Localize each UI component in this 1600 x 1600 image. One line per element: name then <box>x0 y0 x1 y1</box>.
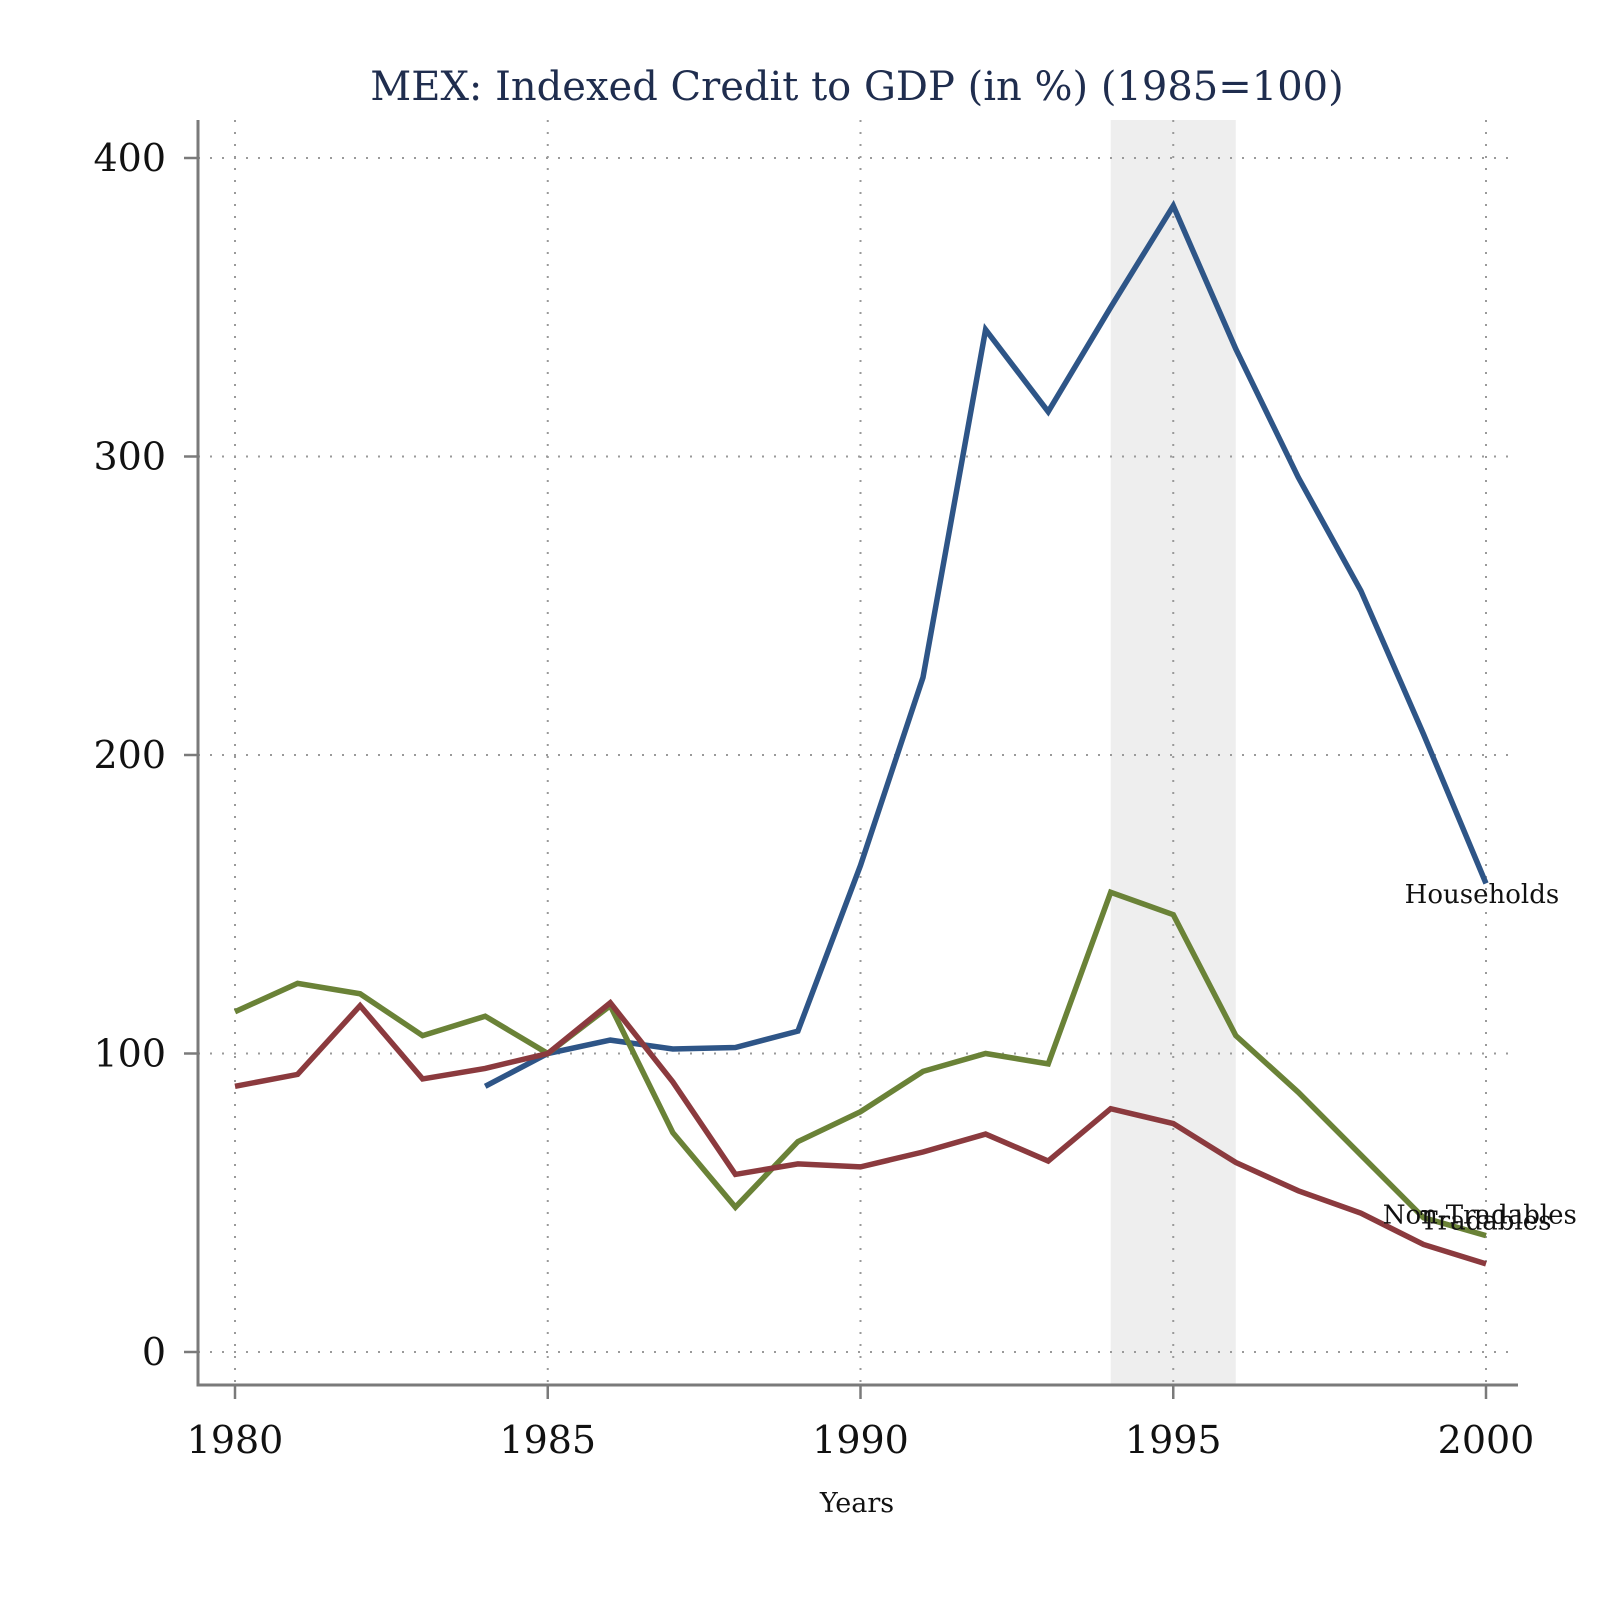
y-tick-label-300: 300 <box>93 435 166 479</box>
shaded-region-layer <box>1110 120 1236 1385</box>
y-tick-label-100: 100 <box>93 1032 166 1076</box>
series-line-households <box>483 199 1489 1089</box>
series-layer <box>233 199 1489 1267</box>
series-label-non-tradables: Non-Tradables <box>1383 1201 1577 1231</box>
series-label-households: Households <box>1405 880 1560 910</box>
x-tick-label-2000: 2000 <box>1438 1418 1535 1462</box>
series-line-non-tradables <box>233 888 1487 1239</box>
axis-layer: 0 100 200 300 400 1980 1985 1990 1995 2000 <box>93 120 1534 1462</box>
x-tick-label-1995: 1995 <box>1125 1418 1222 1462</box>
x-axis-title: Years <box>819 1488 894 1519</box>
series-line-tradables <box>234 998 1487 1267</box>
chart-title: MEX: Indexed Credit to GDP (in %) (1985=… <box>370 64 1343 110</box>
series-label-tradables: Tradables <box>1420 1207 1551 1237</box>
y-tick-label-400: 400 <box>93 136 166 180</box>
grid-layer <box>198 120 1518 1385</box>
y-tick-label-200: 200 <box>93 733 166 777</box>
shaded-region <box>1110 120 1236 1385</box>
y-tick-label-0: 0 <box>142 1330 166 1374</box>
x-tick-label-1990: 1990 <box>812 1418 909 1462</box>
x-tick-label-1980: 1980 <box>187 1418 284 1462</box>
x-tick-label-1985: 1985 <box>499 1418 596 1462</box>
